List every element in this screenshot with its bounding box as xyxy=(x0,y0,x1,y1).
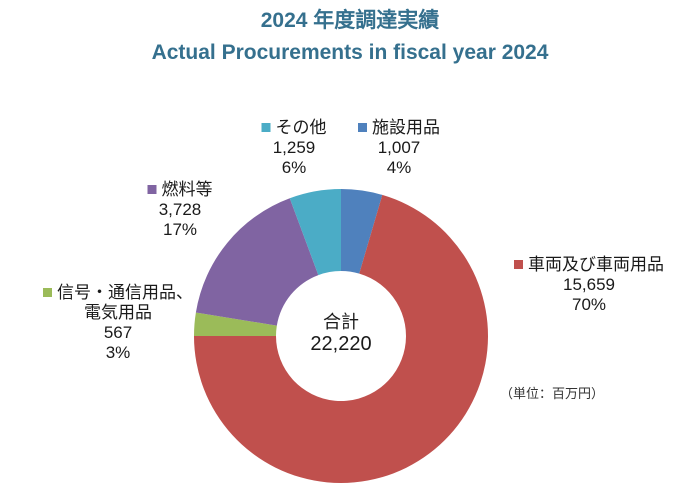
callout-sonota-label: その他 xyxy=(275,118,327,137)
chart-title-japanese: 2024 年度調達実績 xyxy=(260,9,440,32)
legend-marker-nenryo xyxy=(147,185,157,194)
callout-nenryo-percent: 17% xyxy=(162,220,198,239)
callout-sonota-percent: 6% xyxy=(281,158,307,177)
callout-shingo: 信号・通信用品、 電気用品 567 3% xyxy=(43,283,193,363)
legend-marker-shisetsu xyxy=(358,123,367,132)
pie-slice-0 xyxy=(341,189,383,274)
unit-note: （単位：百万円） xyxy=(500,386,605,401)
callout-nenryo-value: 3,728 xyxy=(158,200,202,219)
callout-shisetsu-percent: 4% xyxy=(386,158,412,177)
callout-sharyo-value: 15,659 xyxy=(563,275,615,294)
callout-shingo-label-line2: 電気用品 xyxy=(84,303,152,322)
callout-shisetsu-value: 1,007 xyxy=(377,138,421,157)
total-value: 22,220 xyxy=(310,333,372,355)
callout-nenryo: 燃料等 3,728 17% xyxy=(147,180,213,240)
callout-sharyo-percent: 70% xyxy=(571,295,607,314)
pie-slice-3 xyxy=(195,198,319,326)
callout-nenryo-label: 燃料等 xyxy=(161,180,213,199)
callout-shisetsu-label: 施設用品 xyxy=(372,118,440,137)
legend-marker-sharyo xyxy=(514,260,523,269)
pie-slice-4 xyxy=(289,189,341,276)
chart-title-english: Actual Procurements in fiscal year 2024 xyxy=(151,41,549,64)
total-label: 合計 xyxy=(322,312,359,332)
callout-shingo-percent: 3% xyxy=(105,343,131,362)
callout-sonota-value: 1,259 xyxy=(272,138,316,157)
chart-title: 2024 年度調達実績 Actual Procurements in fisca… xyxy=(0,5,700,69)
callout-shingo-label-line1: 信号・通信用品、 xyxy=(57,283,193,302)
donut-chart xyxy=(194,189,488,483)
legend-marker-shingo xyxy=(43,288,52,297)
callout-shingo-value: 567 xyxy=(103,323,133,342)
callout-sharyo: 車両及び車両用品 15,659 70% xyxy=(514,255,664,315)
callout-sharyo-label: 車両及び車両用品 xyxy=(528,255,664,274)
pie-slice-2 xyxy=(194,312,277,336)
pie-slice-1 xyxy=(194,194,488,483)
callout-shisetsu: 施設用品 1,007 4% xyxy=(358,118,440,178)
donut-center-total: 合計 22,220 xyxy=(310,311,371,355)
callout-sonota: その他 1,259 6% xyxy=(261,118,327,178)
legend-marker-sonota xyxy=(261,123,271,132)
